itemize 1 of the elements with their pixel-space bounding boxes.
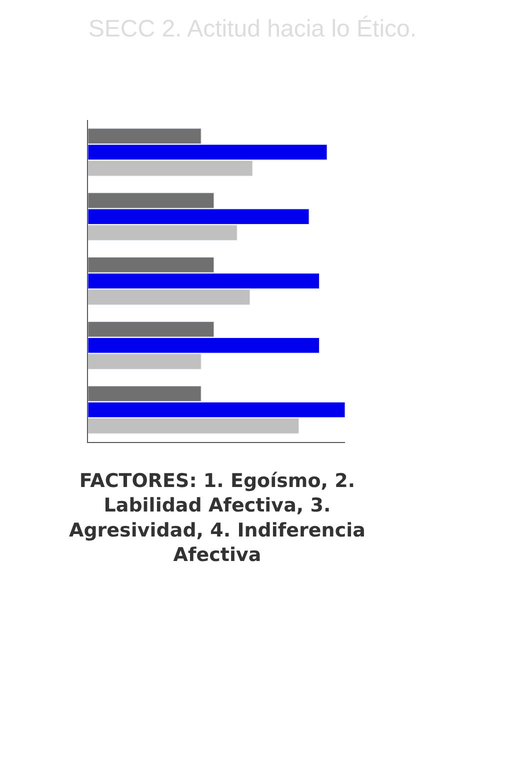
text: FACTORES: 1. Egoísmo, 2. Labilidad Afectiva, 3. Agresividad, 4. Indiferencia Afectiva <box>69 470 366 566</box>
